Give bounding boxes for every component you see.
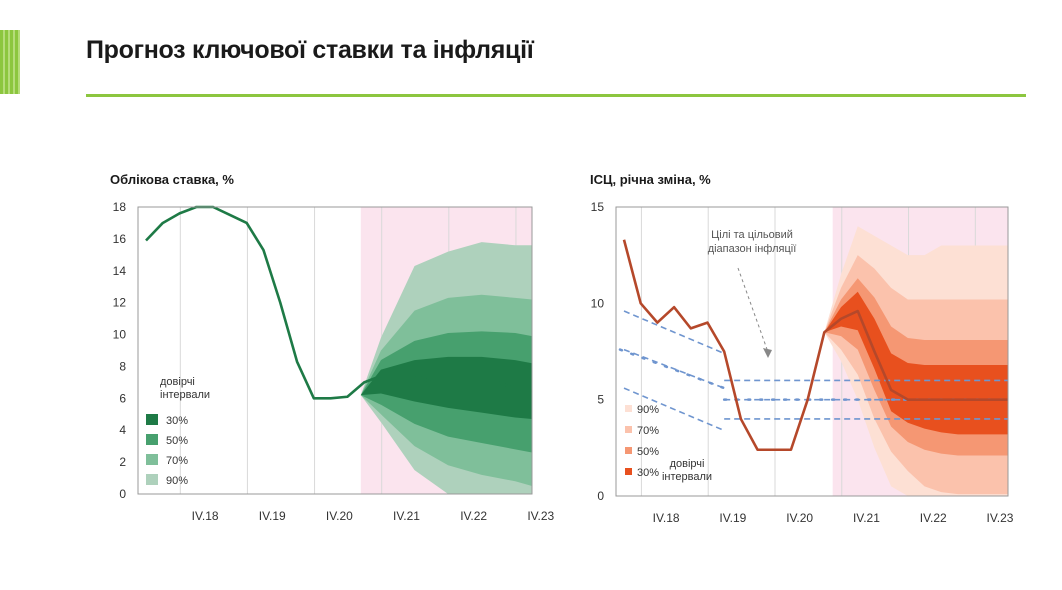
annotation-text: діапазон інфляції [708, 243, 797, 255]
legend-swatch [146, 434, 158, 445]
legend-label: 70% [166, 455, 188, 467]
legend-label: 70% [637, 425, 659, 437]
legend-title: інтервали [160, 389, 210, 401]
y-tick-label: 10 [591, 296, 605, 310]
y-tick-label: 15 [591, 200, 605, 214]
y-tick-label: 16 [113, 232, 127, 246]
y-tick-label: 6 [119, 391, 126, 405]
annotation-arrowhead [763, 348, 772, 358]
accent-bar [0, 30, 20, 94]
y-tick-label: 10 [113, 328, 127, 342]
target-line [623, 310, 725, 355]
legend-title: довірчі [670, 458, 705, 470]
y-tick-label: 14 [113, 264, 127, 278]
x-tick-label: IV.19 [259, 509, 286, 523]
annotation-arrow [737, 267, 769, 353]
y-tick-label: 4 [119, 423, 126, 437]
x-tick-label: IV.18 [653, 511, 680, 525]
legend-swatch [625, 447, 632, 454]
x-tick-label: IV.21 [853, 511, 880, 525]
legend-title: довірчі [160, 376, 195, 388]
x-tick-label: IV.20 [786, 511, 813, 525]
y-tick-label: 12 [113, 296, 127, 310]
plot-frame [137, 206, 533, 495]
legend-label: 90% [637, 404, 659, 416]
legend-label: 90% [166, 475, 188, 487]
y-tick-label: 0 [597, 489, 604, 503]
title-rule [86, 94, 1026, 97]
legend-label: 50% [166, 435, 188, 447]
y-tick-label: 5 [597, 393, 604, 407]
legend-title: інтервали [662, 471, 712, 483]
cpi-chart-title: ІСЦ, річна зміна, % [590, 172, 711, 187]
y-tick-label: 18 [113, 200, 127, 214]
y-tick-label: 8 [119, 359, 126, 373]
legend-swatch [625, 426, 632, 433]
legend-label: 30% [637, 467, 659, 479]
y-tick-label: 0 [119, 487, 126, 501]
x-tick-label: IV.19 [719, 511, 746, 525]
target-line [623, 387, 725, 432]
series-line [622, 239, 1008, 452]
x-tick-label: IV.20 [326, 509, 353, 523]
x-tick-label: IV.22 [920, 511, 947, 525]
fan-chart [824, 226, 1008, 496]
legend-swatch [146, 414, 158, 425]
fan-chart [360, 242, 532, 494]
legend-swatch [146, 474, 158, 485]
policy-rate-chart-title: Облікова ставка, % [110, 172, 234, 187]
legend-label: 30% [166, 415, 188, 427]
y-tick-label: 2 [119, 455, 126, 469]
x-tick-label: IV.21 [393, 509, 420, 523]
x-tick-label: IV.23 [987, 511, 1014, 525]
fan-band-30 [360, 356, 532, 420]
x-tick-label: IV.18 [192, 509, 219, 523]
cpi-chart: ІСЦ, річна зміна, % 0 5 10 15 IV.18 IV.19 IV.2… [590, 172, 1014, 525]
legend-swatch [146, 454, 158, 465]
x-tick-label: IV.22 [460, 509, 487, 523]
page-title: Прогноз ключової ставки та інфляції [86, 36, 534, 64]
target-line [623, 348, 725, 389]
policy-rate-chart: Облікова ставка, % 0 2 4 6 8 10 12 14 16 18 IV.18 I… [110, 172, 555, 523]
plot-frame [615, 206, 1009, 497]
x-tick-label: IV.23 [527, 509, 554, 523]
legend-swatch [625, 405, 632, 412]
annotation-text: Цілі та цільовий [711, 229, 793, 241]
legend-label: 50% [637, 446, 659, 458]
legend-swatch [625, 468, 632, 475]
